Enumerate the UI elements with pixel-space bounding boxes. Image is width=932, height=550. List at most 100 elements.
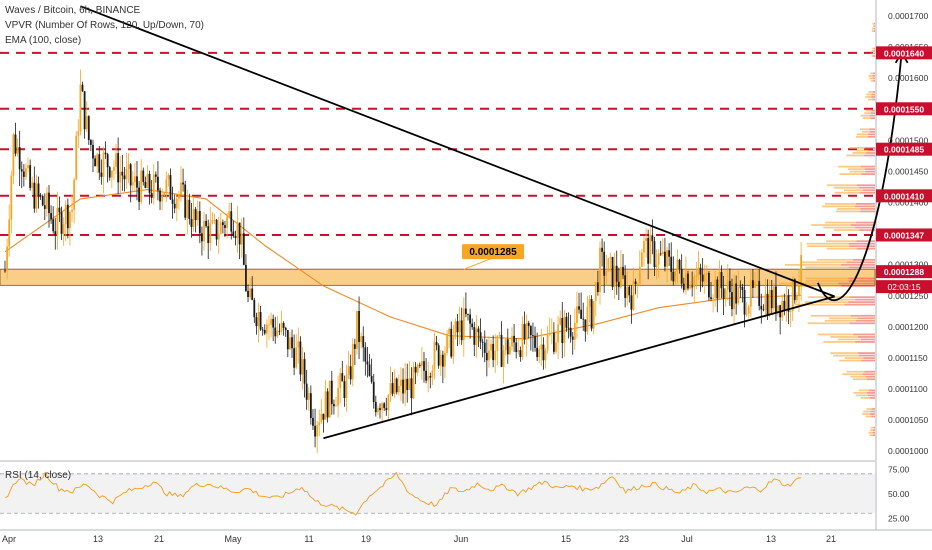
candle-body [29,165,32,188]
candle-body [265,324,268,334]
volume-profile-up-bar [871,27,874,30]
candle-body [563,316,566,344]
candle-body [630,295,633,310]
volume-profile-up-bar [784,263,841,266]
candle-body [232,231,235,237]
candle-body [224,225,226,228]
candle-body [249,288,252,298]
candle-body [622,266,624,276]
time-tick-label: 11 [304,534,313,544]
volume-profile-down-bar [840,263,875,266]
volume-profile-down-bar [867,394,875,397]
candle-body [335,405,337,407]
candle-body [764,293,767,311]
candle-body [286,329,289,350]
candle-body [638,266,641,284]
volume-profile-up-bar [835,210,861,213]
volume-profile-up-bar [833,186,860,189]
candle-body [749,280,752,307]
candle-body [659,253,662,255]
time-tick-label: 21 [154,534,164,544]
candle-body [113,166,115,171]
candle-body [221,222,224,226]
candle-body [127,164,130,169]
volume-profile-down-bar [849,296,875,299]
candle-body [257,312,260,326]
volume-profile-down-bar [858,336,875,338]
level-price-tag-bg [876,102,932,116]
candle-body [121,171,124,176]
volume-profile-down-bar [861,165,875,168]
volume-profile-down-bar [859,354,875,357]
level-price-tag-bg [876,142,932,156]
candle-body [349,366,352,380]
candle-body [374,401,377,413]
candle-body [94,158,96,167]
volume-profile-up-bar [869,77,873,80]
candle-body [75,135,78,180]
candle-body [699,267,702,275]
candle-body [477,328,480,333]
candle-body [307,393,310,400]
candle-body [96,154,99,167]
candle-body [624,275,627,299]
candle-body [150,193,153,198]
price-tick-label: 0.0001200 [888,322,928,332]
candle-body [603,251,606,276]
candle-body [423,361,425,371]
volume-profile-down-bar [872,74,875,77]
volume-profile-up-bar [827,184,857,187]
volume-profile-up-bar [863,410,871,413]
candle-body [330,380,333,405]
candle-body [465,308,467,315]
candle-body [439,354,442,366]
rsi-tick-label: 25.00 [888,514,910,524]
candle-body [297,341,300,348]
volume-profile-down-bar [856,247,875,250]
candle-body [276,330,279,337]
candle-body [213,219,216,221]
candle-body [379,408,381,410]
candle-body [596,282,599,293]
price-labels: 0.00016400.00015500.00014850.00014100.00… [462,46,932,294]
volume-profile-down-bar [846,261,875,264]
last-price-tag-bg [876,265,932,279]
candle-body [649,235,652,264]
candle-body [488,350,490,361]
candle-body [720,271,723,289]
candle-body [6,246,8,271]
candle-body [22,171,25,177]
volume-profile-down-bar [855,298,875,301]
candle-body [529,326,532,336]
candle-body [50,213,52,220]
volume-profile-down-bar [873,426,875,429]
candle-body [444,353,446,367]
candle-body [508,346,511,355]
candle-body [599,247,601,293]
candle-body [469,314,471,324]
rsi-line [4,471,802,516]
candle-body [305,383,308,400]
volume-profile-down-bar [873,52,875,55]
candle-body [293,348,296,368]
volume-profile-down-bar [869,396,875,399]
candle-body [196,211,199,221]
candle-body [364,347,367,362]
time-tick-label: May [224,534,242,544]
volume-profile-down-bar [857,317,875,320]
volume-profile-up-bar [872,22,875,25]
volume-profile-down-bar [871,408,875,410]
candle-body [106,154,109,168]
candle-body [548,333,551,336]
candle-body [636,283,639,285]
candle-body [431,370,434,378]
candle-body [492,343,495,361]
volume-profile-up-bar [842,373,863,376]
candle-body [140,170,143,202]
volume-profile-up-bar [833,354,860,357]
volume-profile-up-bar [826,240,857,243]
candle-body [238,222,241,245]
candle-body [475,328,478,345]
candle-body [559,318,562,325]
